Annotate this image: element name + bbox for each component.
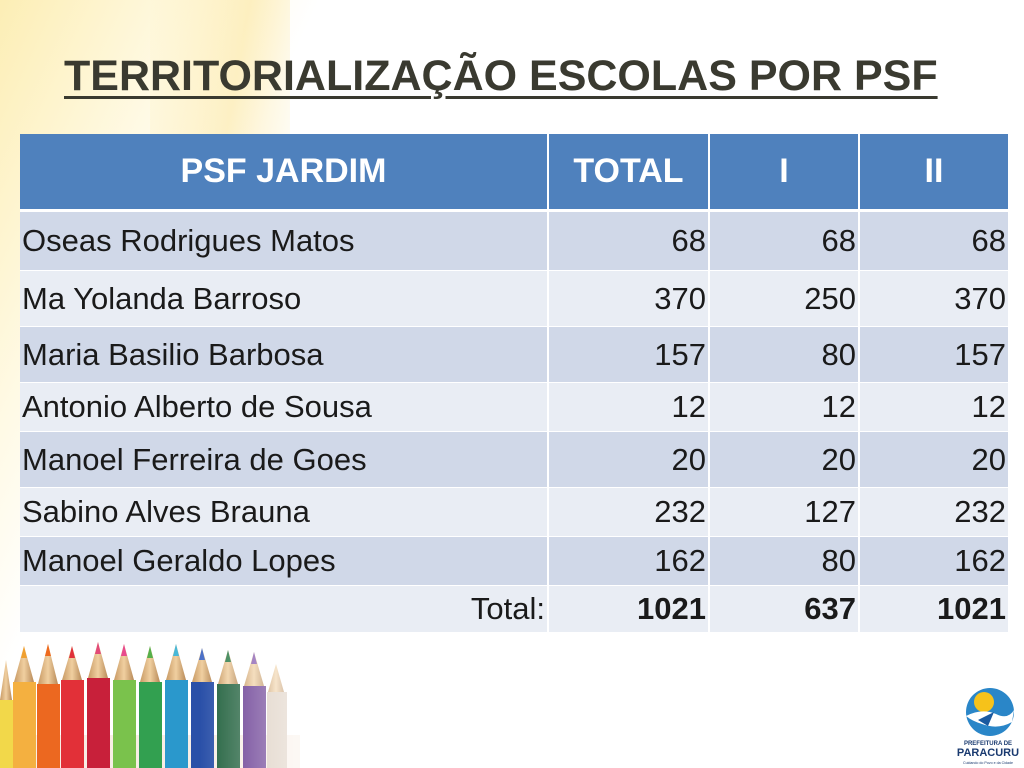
i-value: 12 — [709, 382, 860, 432]
ii-value: 162 — [859, 536, 1008, 586]
total-value: 162 — [548, 536, 710, 586]
logo-line1: PREFEITURA DE — [964, 741, 1012, 747]
header-psf-jardim: PSF JARDIM — [20, 134, 549, 212]
school-name: Ma Yolanda Barroso — [20, 270, 549, 327]
table-row: Antonio Alberto de Sousa 12 12 12 — [20, 382, 1008, 432]
total-value: 232 — [548, 487, 710, 537]
ii-value: 232 — [859, 487, 1008, 537]
ii-value: 370 — [859, 270, 1008, 327]
prefeitura-paracuru-logo: PREFEITURA DE PARACURU Cuidando do Povo … — [957, 688, 1019, 765]
total-value: 370 — [548, 270, 710, 327]
table-row: Sabino Alves Brauna 232 127 232 — [20, 487, 1008, 537]
colored-pencils-image — [0, 640, 300, 768]
i-value: 80 — [709, 536, 860, 586]
logo-tagline: Cuidando do Povo e da Cidade — [963, 761, 1013, 765]
school-name: Antonio Alberto de Sousa — [20, 382, 549, 432]
ii-value: 68 — [859, 210, 1008, 271]
schools-table: PSF JARDIM TOTAL I II Oseas Rodrigues Ma… — [20, 134, 1008, 633]
logo-line2: PARACURU — [957, 747, 1019, 759]
total-value: 12 — [548, 382, 710, 432]
table-row: Maria Basilio Barbosa 157 80 157 — [20, 326, 1008, 383]
school-name: Oseas Rodrigues Matos — [20, 210, 549, 271]
table-row: Oseas Rodrigues Matos 68 68 68 — [20, 210, 1008, 271]
total-value: 68 — [548, 210, 710, 271]
school-name: Manoel Geraldo Lopes — [20, 536, 549, 586]
grand-total-value: 1021 — [548, 585, 710, 633]
ii-value: 12 — [859, 382, 1008, 432]
total-label: Total: — [20, 585, 549, 633]
grand-i-value: 637 — [709, 585, 860, 633]
i-value: 68 — [709, 210, 860, 271]
school-name: Manoel Ferreira de Goes — [20, 431, 549, 488]
i-value: 20 — [709, 431, 860, 488]
i-value: 80 — [709, 326, 860, 383]
table-row: Manoel Ferreira de Goes 20 20 20 — [20, 431, 1008, 488]
header-i: I — [709, 134, 860, 212]
ii-value: 20 — [859, 431, 1008, 488]
header-ii: II — [859, 134, 1008, 212]
i-value: 127 — [709, 487, 860, 537]
school-name: Sabino Alves Brauna — [20, 487, 549, 537]
slide-title: TERRITORIALIZAÇÃO ESCOLAS POR PSF — [64, 52, 938, 100]
table-header-row: PSF JARDIM TOTAL I II — [20, 134, 1008, 212]
i-value: 250 — [709, 270, 860, 327]
table-row: Ma Yolanda Barroso 370 250 370 — [20, 270, 1008, 327]
ii-value: 157 — [859, 326, 1008, 383]
table-total-row: Total: 1021 637 1021 — [20, 585, 1008, 633]
table-row: Manoel Geraldo Lopes 162 80 162 — [20, 536, 1008, 586]
school-name: Maria Basilio Barbosa — [20, 326, 549, 383]
total-value: 157 — [548, 326, 710, 383]
grand-ii-value: 1021 — [859, 585, 1008, 633]
header-total: TOTAL — [548, 134, 710, 212]
total-value: 20 — [548, 431, 710, 488]
